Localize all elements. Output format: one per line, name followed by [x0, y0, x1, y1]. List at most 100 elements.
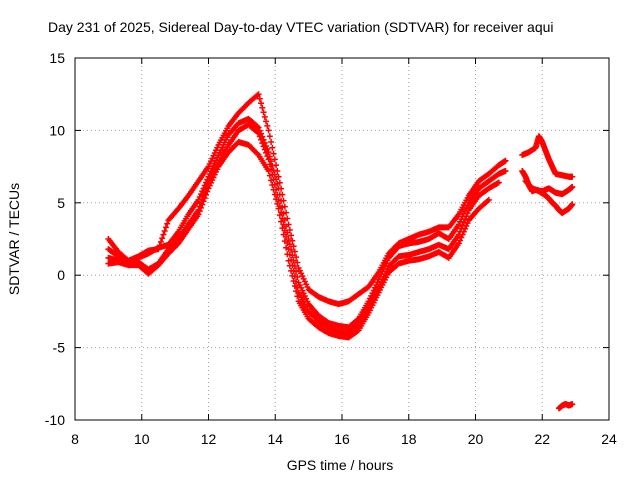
series-track-8: [555, 401, 576, 412]
data-point: [288, 232, 295, 239]
data-point: [280, 231, 287, 238]
data-point: [464, 210, 471, 217]
data-point: [290, 277, 297, 284]
data-point: [256, 133, 263, 140]
data-point: [255, 130, 262, 137]
data-point: [162, 224, 169, 231]
x-tick-labels: 8 10 12 14 16 18 20 22 24: [71, 431, 617, 447]
data-point: [291, 248, 298, 255]
data-point: [264, 122, 271, 129]
data-point: [259, 140, 266, 147]
data-points: [105, 91, 576, 412]
y-axis-label: SDTVAR / TECUs: [6, 183, 22, 295]
data-point: [291, 283, 298, 290]
data-point: [271, 156, 278, 163]
series-track-1: [105, 91, 509, 308]
x-tick-label: 22: [534, 431, 550, 447]
data-point: [569, 173, 576, 180]
data-point: [279, 225, 286, 232]
x-axis-label: GPS time / hours: [287, 457, 394, 473]
data-point: [161, 228, 168, 235]
x-tick-label: 20: [468, 431, 484, 447]
data-point: [502, 167, 509, 174]
data-point: [270, 186, 277, 193]
data-point: [201, 195, 208, 202]
data-point: [463, 213, 470, 220]
data-point: [264, 153, 271, 160]
data-point: [160, 231, 167, 238]
x-tick-label: 12: [201, 431, 217, 447]
data-point: [202, 191, 209, 198]
data-point: [258, 136, 265, 143]
data-point: [260, 143, 267, 150]
data-point: [255, 124, 262, 131]
data-point: [274, 200, 281, 207]
data-point: [263, 118, 270, 125]
data-point: [293, 254, 300, 261]
data-point: [266, 133, 273, 140]
data-point: [569, 401, 576, 408]
data-point: [157, 238, 164, 245]
x-tick-label: 18: [401, 431, 417, 447]
data-point: [288, 267, 295, 274]
data-point: [569, 201, 576, 208]
data-point: [293, 288, 300, 295]
data-point: [196, 208, 203, 215]
x-tick-label: 24: [601, 431, 617, 447]
data-point: [284, 251, 291, 258]
chart-title: Day 231 of 2025, Sidereal Day-to-day VTE…: [48, 19, 554, 35]
data-point: [159, 235, 166, 242]
data-point: [268, 177, 275, 184]
data-point: [276, 212, 283, 219]
data-point: [289, 272, 296, 279]
data-point: [286, 262, 293, 269]
data-point: [265, 127, 272, 134]
data-point: [271, 191, 278, 198]
x-tick-label: 8: [71, 431, 79, 447]
x-tick-label: 10: [134, 431, 150, 447]
y-tick-label: 5: [57, 195, 65, 211]
x-tick-label: 14: [267, 431, 283, 447]
data-point: [199, 201, 206, 208]
data-point: [294, 293, 301, 300]
data-point: [255, 91, 262, 98]
data-point: [270, 150, 277, 157]
data-point: [266, 161, 273, 168]
data-point: [261, 146, 268, 153]
data-point: [269, 144, 276, 151]
y-tick-label: 15: [49, 50, 65, 66]
data-point: [495, 179, 502, 186]
x-tick-label: 16: [334, 431, 350, 447]
series-track-4: [105, 138, 492, 341]
data-point: [164, 220, 171, 227]
data-point: [259, 104, 266, 111]
data-point: [265, 156, 272, 163]
grid-lines: [75, 58, 609, 420]
y-tick-label: -5: [53, 340, 66, 356]
data-point: [281, 238, 288, 245]
y-tick-label: 10: [49, 122, 65, 138]
data-point: [260, 109, 267, 116]
data-point: [256, 95, 263, 102]
data-point: [258, 100, 265, 107]
series-track-5: [519, 133, 576, 180]
y-tick-label: -10: [45, 412, 65, 428]
data-point: [261, 113, 268, 120]
data-point: [294, 259, 301, 266]
data-point: [278, 218, 285, 225]
data-point: [285, 257, 292, 264]
data-point: [263, 149, 270, 156]
data-point: [273, 196, 280, 203]
data-point: [195, 211, 202, 218]
data-point: [197, 204, 204, 211]
y-tick-labels: -10 -5 0 5 10 15: [45, 50, 65, 428]
data-point: [275, 205, 282, 212]
data-point: [268, 138, 275, 145]
data-point: [502, 157, 509, 164]
data-point: [290, 243, 297, 250]
data-point: [569, 183, 576, 190]
y-tick-label: 0: [57, 267, 65, 283]
data-point: [485, 196, 492, 203]
series-track-7: [522, 178, 576, 216]
